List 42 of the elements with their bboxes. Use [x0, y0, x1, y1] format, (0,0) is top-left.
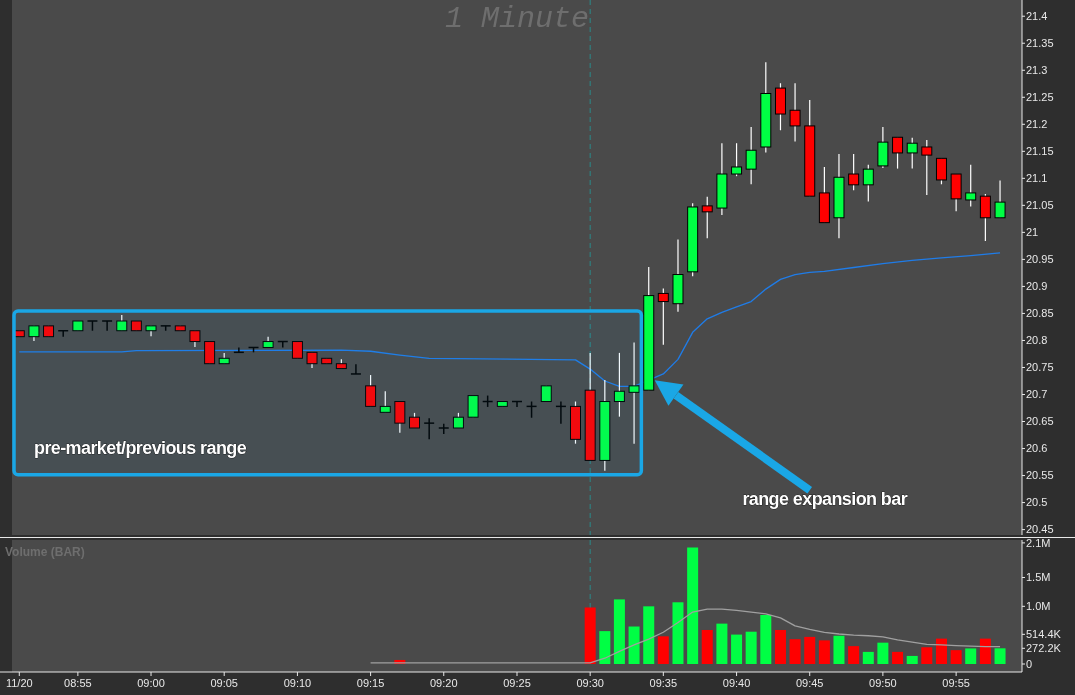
y-tick-label: 2.1M — [1026, 536, 1051, 549]
y-tick-label: 20.65 — [1026, 415, 1054, 428]
y-tick-label: 20.5 — [1026, 496, 1048, 509]
band-label: pre-market/previous range — [34, 437, 247, 458]
y-tick-label: 1.0M — [1026, 600, 1051, 613]
y-tick-label: 21.2 — [1026, 118, 1048, 131]
x-tick-label: 08:55 — [64, 677, 92, 689]
y-tick-label: 21 — [1026, 226, 1039, 239]
x-tick-label: 09:15 — [356, 677, 385, 689]
x-tick-label: 09:20 — [429, 677, 458, 689]
x-tick-label: 09:05 — [210, 677, 238, 689]
x-tick-label: 09:50 — [869, 677, 897, 689]
y-tick-label: 20.7 — [1026, 388, 1048, 401]
y-tick-label: 272.2K — [1026, 642, 1062, 655]
y-tick-label: 21.25 — [1026, 91, 1054, 104]
y-tick-label: 21.1 — [1026, 172, 1048, 185]
y-tick-label: 20.75 — [1026, 361, 1054, 374]
y-tick-label: 20.85 — [1026, 307, 1054, 320]
y-tick-label: 21.15 — [1026, 145, 1054, 158]
x-tick-label: 09:55 — [942, 677, 970, 689]
y-tick-label: 1.5M — [1026, 571, 1051, 584]
y-tick-label: 0 — [1026, 657, 1033, 670]
y-tick-label: 20.45 — [1026, 523, 1054, 536]
y-tick-label: 21.4 — [1026, 10, 1048, 23]
x-tick-label: 09:35 — [649, 677, 678, 689]
x-tick-label: 11/20 — [5, 677, 33, 689]
x-tick-label: 09:30 — [576, 677, 604, 689]
y-tick-label: 20.6 — [1026, 442, 1048, 455]
y-tick-label: 20.95 — [1026, 253, 1054, 266]
x-tick-label: 09:00 — [137, 677, 165, 689]
y-tick-label: 21.3 — [1026, 64, 1048, 77]
y-tick-label: 514.4K — [1026, 628, 1062, 641]
x-tick-label: 09:10 — [283, 677, 312, 689]
y-tick-label: 21.05 — [1026, 199, 1054, 212]
annotation: range expansion bar — [742, 489, 908, 510]
y-tick-label: 20.9 — [1026, 280, 1048, 293]
x-tick-label: 09:45 — [795, 677, 824, 689]
y-tick-label: 20.55 — [1026, 469, 1054, 482]
x-tick-label: 09:25 — [503, 677, 531, 689]
x-tick-label: 09:40 — [722, 677, 751, 689]
y-tick-label: 20.8 — [1026, 334, 1048, 347]
y-tick-label: 21.35 — [1026, 37, 1054, 50]
